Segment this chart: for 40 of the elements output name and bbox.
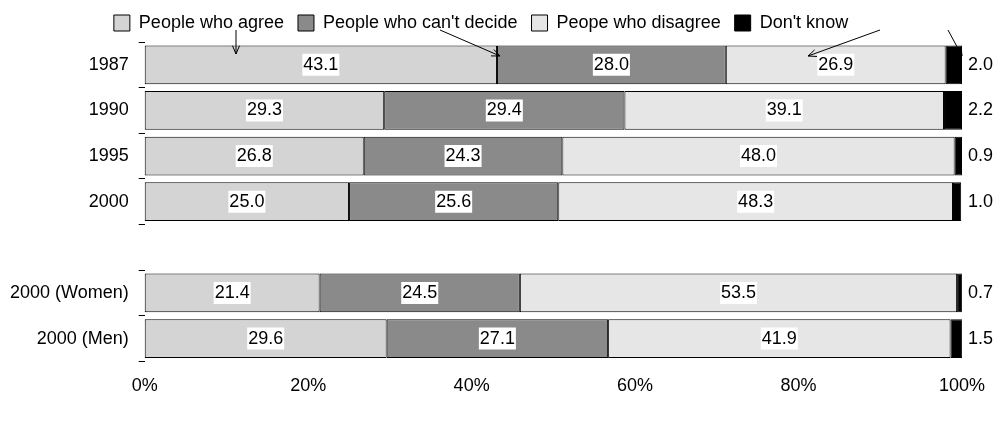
- x-tick-label: 40%: [453, 375, 490, 396]
- y-tick-label: 1995: [88, 145, 129, 166]
- data-label: 24.3: [445, 145, 481, 166]
- data-label: 43.1: [303, 53, 339, 74]
- legend-label: People who agree: [138, 11, 284, 32]
- data-label: 26.9: [818, 53, 854, 74]
- legend-label: People who can't decide: [322, 11, 518, 32]
- data-label: 26.8: [236, 145, 272, 166]
- data-label: 2.0: [968, 53, 994, 74]
- data-label: 25.0: [229, 190, 265, 211]
- x-tick-label: 60%: [617, 375, 654, 396]
- data-label: 2.2: [968, 99, 994, 120]
- x-tick-label: 0%: [131, 375, 158, 396]
- x-tick-label: 20%: [290, 375, 327, 396]
- x-tick-label: 80%: [780, 375, 817, 396]
- data-label: 28.0: [593, 53, 629, 74]
- data-label: 27.1: [479, 327, 515, 348]
- data-label: 53.5: [720, 281, 756, 302]
- data-label: 48.3: [738, 190, 774, 211]
- data-label: 41.9: [761, 327, 797, 348]
- data-label: 25.6: [436, 190, 472, 211]
- data-label: 29.6: [248, 327, 284, 348]
- x-tick-label: 100%: [938, 375, 986, 396]
- data-label: 1.0: [968, 190, 994, 211]
- y-tick-label: 1987: [88, 53, 129, 74]
- data-label: 48.0: [740, 145, 777, 166]
- data-label: 0.7: [968, 281, 994, 302]
- y-tick-label: 2000 (Men): [36, 327, 129, 348]
- data-label: 21.4: [214, 281, 250, 302]
- data-label: 39.1: [766, 99, 802, 120]
- data-label: 29.3: [246, 99, 282, 120]
- legend-label: Peope who disagree: [556, 11, 721, 32]
- data-label: 0.9: [968, 145, 994, 166]
- data-label: 1.5: [968, 327, 994, 348]
- y-tick-label: 2000 (Women): [9, 281, 129, 302]
- data-label: 24.5: [402, 281, 438, 302]
- data-label: 29.4: [486, 99, 522, 120]
- y-tick-label: 2000: [88, 190, 129, 211]
- legend-label: Don't know: [759, 11, 850, 32]
- y-tick-label: 1990: [88, 99, 129, 120]
